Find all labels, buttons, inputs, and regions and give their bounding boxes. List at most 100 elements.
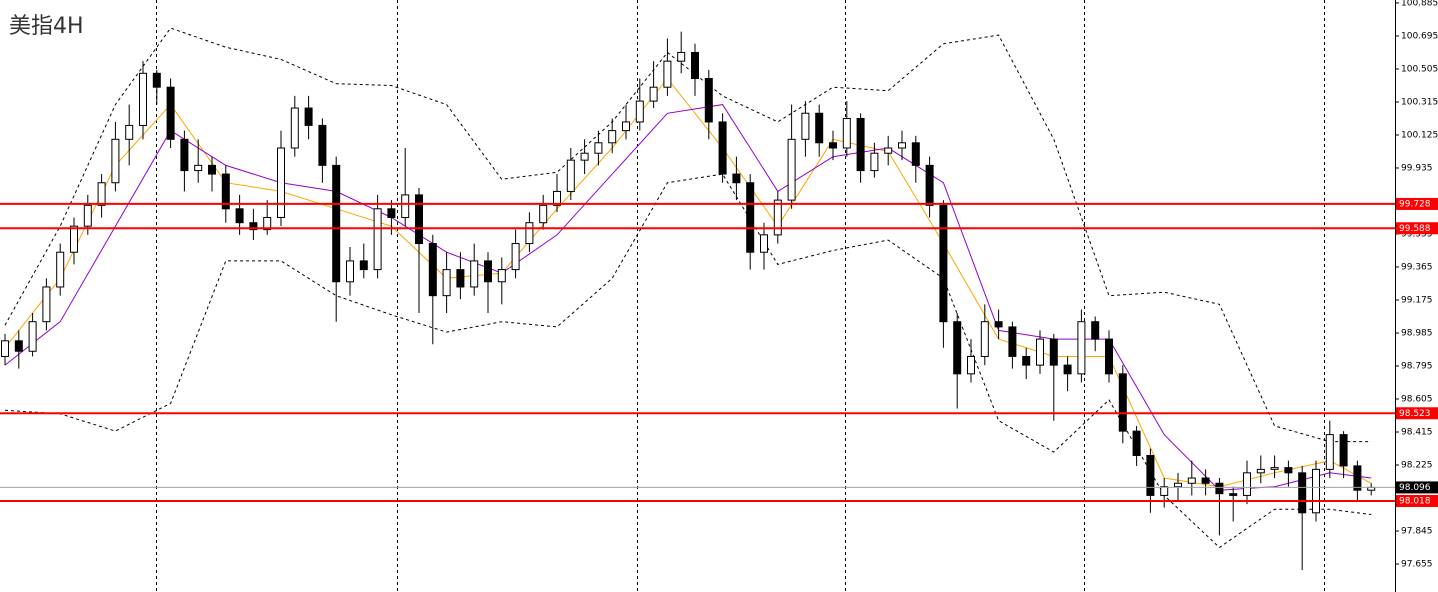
candle-body: [1174, 482, 1182, 488]
candle-body: [42, 286, 51, 323]
candle-body: [801, 112, 810, 140]
candle-body: [332, 164, 341, 283]
candle-body: [125, 124, 134, 140]
candle-body: [553, 190, 561, 206]
candle-body: [1243, 472, 1251, 496]
candle-body: [1339, 434, 1348, 467]
candle-body: [1353, 465, 1362, 491]
candle-body: [691, 51, 699, 80]
candle-body: [1105, 338, 1113, 375]
candle-body: [718, 121, 727, 175]
y-tick-label: 98.225: [1401, 461, 1433, 471]
candle-body: [1187, 477, 1196, 484]
candle-body: [359, 260, 368, 271]
moving-average: [4, 104, 1372, 491]
candle-body: [1201, 477, 1210, 484]
y-tick-label: 97.655: [1401, 560, 1433, 570]
y-tick-label: 99.175: [1401, 295, 1433, 305]
candle-body: [1022, 355, 1031, 366]
candle-body: [884, 147, 893, 154]
candle-body: [387, 208, 396, 218]
candle-body: [1036, 338, 1044, 366]
candle-body: [470, 260, 479, 288]
level-label: 98.523: [1399, 409, 1431, 419]
y-tick-label: 100.315: [1401, 97, 1438, 107]
candle-body: [401, 194, 410, 218]
candle-body: [14, 340, 23, 352]
candle-body: [1, 340, 9, 357]
y-tick-label: 98.985: [1401, 329, 1433, 339]
candle-body: [1325, 434, 1334, 470]
candle-body: [208, 164, 216, 175]
candle-body: [346, 260, 354, 283]
current-price-bg: [1396, 481, 1438, 494]
y-tick-label: 99.365: [1401, 262, 1433, 272]
candle-body: [304, 107, 313, 126]
y-tick-label: 98.415: [1401, 428, 1433, 438]
candle-body: [373, 208, 382, 271]
candle-body: [911, 142, 920, 166]
bollinger-band: [4, 173, 1372, 549]
candle-body: [760, 234, 768, 253]
candle-body: [484, 260, 492, 283]
candle-body: [967, 355, 975, 375]
candle-body: [97, 182, 106, 206]
candle-body: [263, 216, 272, 231]
candle-body: [1008, 326, 1017, 357]
candle-body: [649, 86, 658, 102]
candle-body: [1229, 493, 1238, 496]
level-label-bg: [1396, 407, 1438, 420]
y-tick-label: 98.795: [1401, 362, 1433, 372]
candle-body: [925, 164, 934, 206]
candle-body: [442, 269, 451, 297]
plot: [1, 27, 1376, 571]
candle-body: [1118, 373, 1127, 432]
candle-body: [111, 138, 120, 184]
candle-body: [139, 72, 147, 126]
candle-body: [221, 173, 230, 210]
candle-body: [870, 152, 879, 172]
candle-body: [1160, 486, 1169, 496]
candle-body: [580, 152, 589, 161]
candle-body: [898, 142, 906, 149]
candle-body: [249, 222, 258, 231]
candle-body: [1215, 482, 1224, 495]
candle-body: [318, 124, 327, 166]
candle-body: [704, 78, 713, 123]
candle-body: [1256, 468, 1265, 474]
candle-body: [773, 199, 782, 236]
level-label: 99.588: [1399, 224, 1431, 234]
candle-body: [594, 142, 603, 154]
y-tick-label: 99.555: [1401, 229, 1433, 239]
level-label-bg: [1396, 222, 1438, 235]
current-price-label: 98.096: [1399, 483, 1431, 493]
candle-body: [277, 147, 285, 218]
candle-body: [732, 173, 741, 184]
candle-body: [415, 194, 423, 245]
candle-body: [980, 321, 989, 357]
candle-body: [1091, 321, 1100, 340]
candle-body: [622, 121, 630, 132]
y-tick-label: 97.845: [1401, 527, 1433, 537]
y-tick-label: 100.125: [1401, 130, 1438, 140]
chart-title: 美指4H: [9, 14, 84, 39]
bollinger-band: [4, 27, 1372, 443]
candle-body: [635, 100, 644, 123]
candle-body: [939, 204, 948, 323]
candle-body: [829, 142, 837, 149]
candle-body: [539, 204, 548, 224]
candle-body: [1132, 430, 1141, 456]
candle-body: [815, 112, 824, 144]
candle-body: [235, 208, 244, 224]
candle-body: [180, 138, 189, 172]
y-tick-label: 100.695: [1401, 31, 1438, 41]
candle-body: [787, 138, 796, 201]
candle-body: [856, 117, 865, 172]
candle-body: [497, 269, 506, 283]
y-tick-label: 99.935: [1401, 163, 1433, 173]
candle-body: [994, 321, 1003, 328]
candle-body: [608, 130, 617, 144]
